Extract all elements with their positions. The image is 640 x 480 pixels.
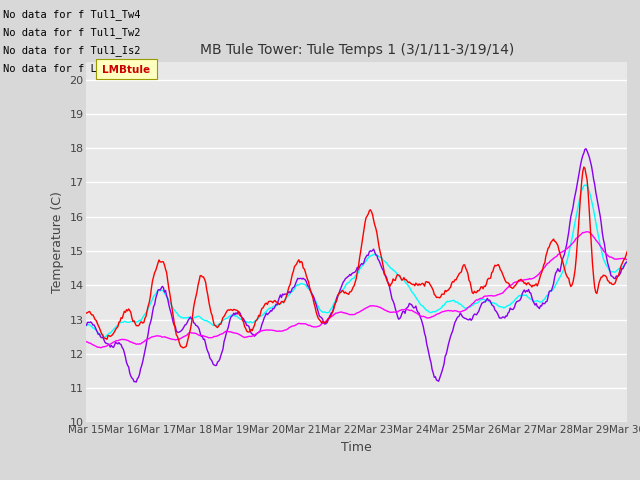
X-axis label: Time: Time — [341, 441, 372, 454]
Y-axis label: Temperature (C): Temperature (C) — [51, 192, 64, 293]
Text: LMBtule: LMBtule — [102, 65, 150, 75]
Text: No data for f Tul1_Tw2: No data for f Tul1_Tw2 — [3, 27, 141, 38]
Title: MB Tule Tower: Tule Temps 1 (3/1/11-3/19/14): MB Tule Tower: Tule Temps 1 (3/1/11-3/19… — [200, 43, 514, 57]
Text: No data for f LMBtule: No data for f LMBtule — [3, 63, 134, 73]
Text: No data for f Tul1_Is2: No data for f Tul1_Is2 — [3, 45, 141, 56]
Text: No data for f Tul1_Tw4: No data for f Tul1_Tw4 — [3, 9, 141, 20]
